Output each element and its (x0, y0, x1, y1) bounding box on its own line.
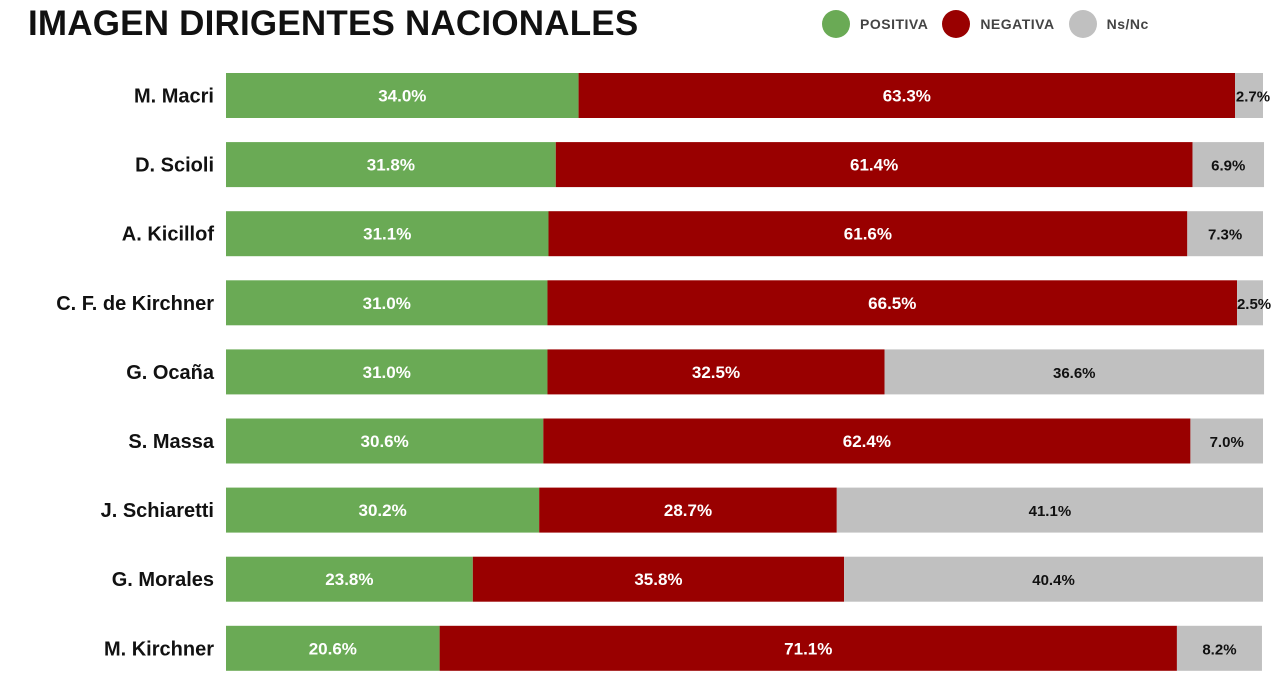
bar-segment-negativa (439, 625, 1177, 671)
bar-segment-positiva (226, 625, 440, 671)
category-label: J. Schiaretti (101, 500, 214, 522)
bar-segment-negativa (547, 280, 1238, 326)
bar-segment-ns-nc (1192, 142, 1265, 188)
data-label-negativa: 28.7% (664, 501, 712, 520)
bar-segment-ns-nc (844, 556, 1263, 602)
category-label: A. Kicillof (122, 224, 215, 246)
bar-segment-ns-nc (836, 487, 1263, 533)
category-label: D. Scioli (135, 155, 214, 177)
bar-segment-negativa (578, 73, 1235, 118)
data-label-negativa: 63.3% (883, 87, 931, 106)
legend-label-nsnc: Ns/Nc (1106, 16, 1149, 32)
data-label-positiva: 31.1% (363, 225, 411, 244)
data-label-ns-nc: 41.1% (1029, 503, 1072, 520)
legend-swatch-nsnc (1068, 10, 1097, 38)
bar-segment-negativa (547, 349, 885, 395)
data-label-ns-nc: 7.3% (1208, 227, 1242, 244)
bar-segment-negativa (539, 487, 837, 533)
bar-segment-ns-nc (884, 349, 1265, 395)
data-label-positiva: 31.0% (363, 294, 411, 313)
category-label: G. Morales (112, 569, 214, 591)
data-label-ns-nc: 2.7% (1236, 89, 1270, 106)
data-label-ns-nc: 7.0% (1210, 434, 1244, 451)
legend-item-nsnc: Ns/Nc (1068, 10, 1149, 38)
data-label-negativa: 71.1% (784, 639, 832, 658)
category-label: C. F. de Kirchner (56, 293, 214, 315)
bar-segment-negativa (472, 556, 845, 602)
legend-swatch-positiva (822, 10, 850, 38)
data-label-ns-nc: 6.9% (1211, 158, 1245, 175)
bar-segment-ns-nc (1190, 418, 1263, 464)
bar-segment-positiva (226, 487, 540, 533)
bar-segment-positiva (226, 73, 579, 118)
category-label: S. Massa (128, 431, 214, 453)
data-label-ns-nc: 8.2% (1202, 641, 1236, 658)
legend-item-negativa: NEGATIVA (942, 10, 1054, 38)
bar-segment-ns-nc (1237, 280, 1263, 326)
bar-segment-ns-nc (1176, 625, 1262, 671)
bar-segment-positiva (226, 142, 556, 188)
data-label-negativa: 62.4% (843, 432, 891, 451)
data-label-negativa: 35.8% (634, 570, 682, 589)
data-label-positiva: 34.0% (378, 87, 426, 106)
legend-label-positiva: POSITIVA (860, 16, 929, 32)
bar-segment-negativa (543, 418, 1191, 464)
data-label-positiva: 31.0% (363, 363, 411, 382)
category-label: G. Ocaña (126, 362, 215, 384)
category-label: M. Macri (134, 86, 214, 108)
data-label-ns-nc: 36.6% (1053, 365, 1096, 382)
bar-segment-negativa (555, 142, 1193, 188)
legend: POSITIVA NEGATIVA Ns/Nc (822, 10, 1163, 38)
data-label-negativa: 61.4% (850, 156, 898, 175)
legend-swatch-negativa (942, 10, 971, 38)
bar-segment-ns-nc (1235, 73, 1263, 118)
data-label-positiva: 20.6% (309, 639, 357, 658)
data-label-negativa: 66.5% (868, 294, 916, 313)
bar-segment-positiva (226, 211, 549, 257)
data-label-ns-nc: 2.5% (1237, 296, 1271, 313)
data-label-negativa: 61.6% (844, 225, 892, 244)
legend-item-positiva: POSITIVA (822, 10, 928, 38)
bar-segment-positiva (226, 418, 544, 464)
data-label-positiva: 23.8% (325, 570, 373, 589)
chart-title: IMAGEN DIRIGENTES NACIONALES (28, 4, 639, 43)
bar-segment-ns-nc (1187, 211, 1263, 257)
data-label-positiva: 30.6% (361, 432, 409, 451)
category-label: M. Kirchner (104, 638, 214, 660)
data-label-positiva: 31.8% (367, 156, 415, 175)
bar-segment-positiva (226, 280, 548, 326)
data-label-negativa: 32.5% (692, 363, 740, 382)
data-label-ns-nc: 40.4% (1032, 572, 1075, 589)
data-label-positiva: 30.2% (358, 501, 406, 520)
legend-label-negativa: NEGATIVA (980, 16, 1055, 32)
bar-segment-negativa (548, 211, 1188, 257)
bar-segment-positiva (226, 556, 473, 602)
bar-segment-positiva (226, 349, 548, 395)
